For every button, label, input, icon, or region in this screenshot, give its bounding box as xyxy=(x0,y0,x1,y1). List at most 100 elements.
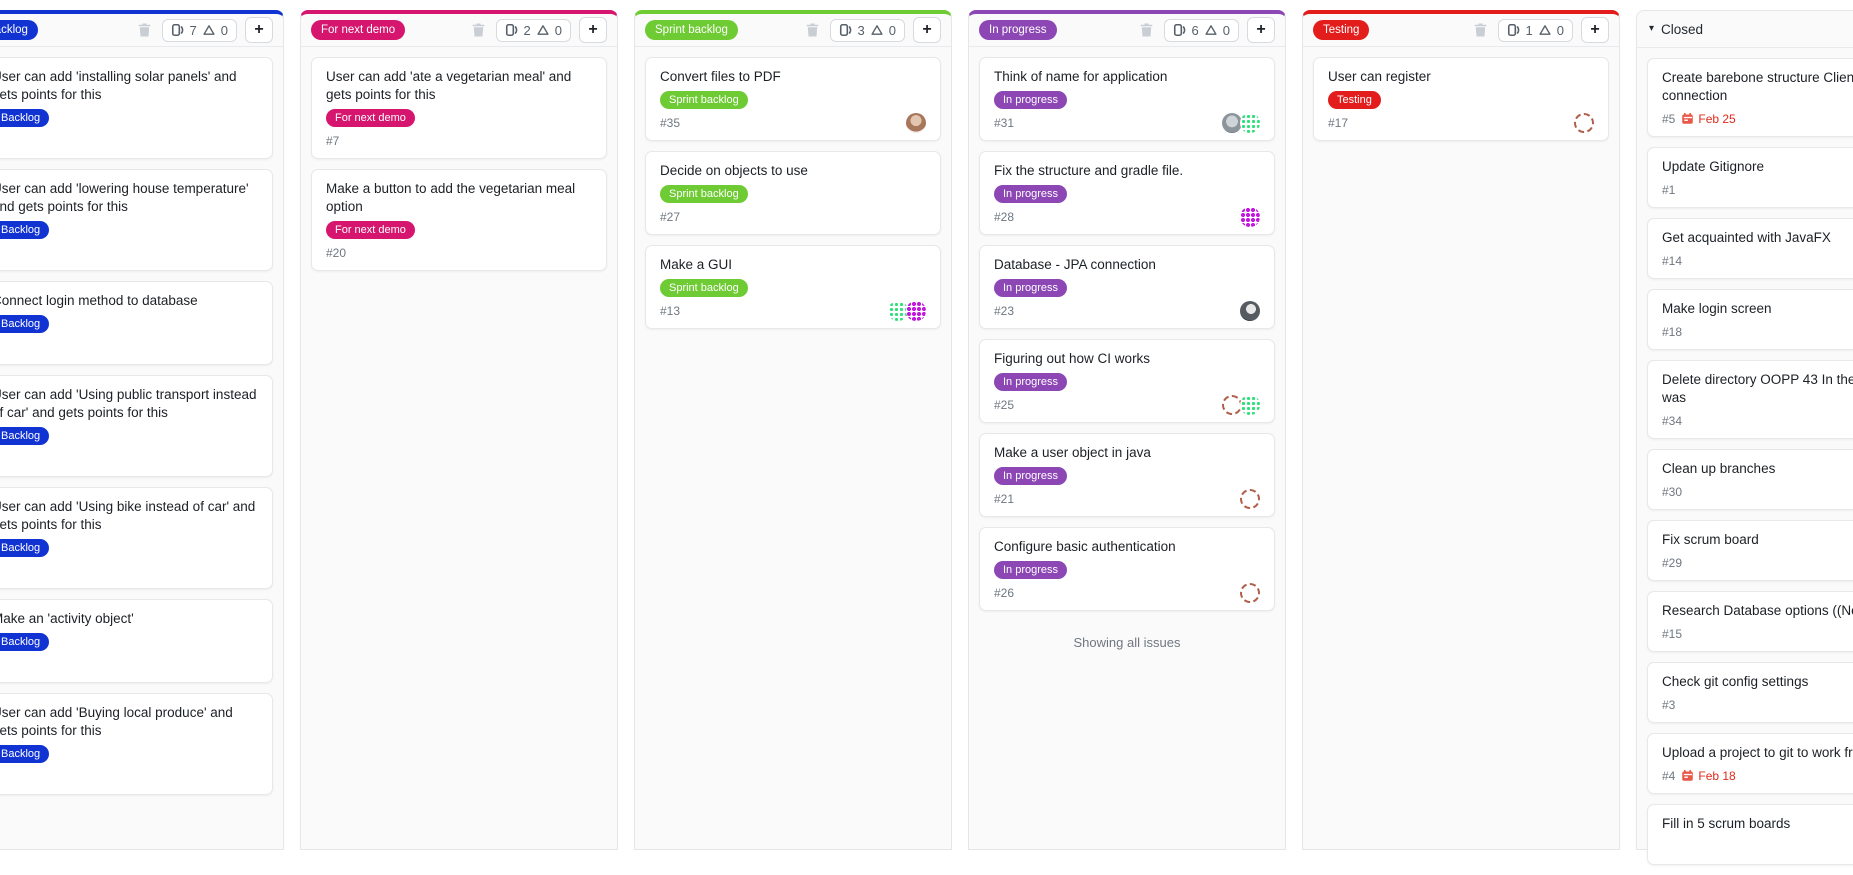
card-label-pill: Backlog xyxy=(0,745,50,763)
card-title: Get acquainted with JavaFX xyxy=(1662,230,1831,245)
issue-card[interactable]: Make a user object in java In progress #… xyxy=(979,433,1275,517)
issue-card[interactable]: Fill in 5 scrum boards xyxy=(1647,804,1853,865)
issue-card[interactable]: Create barebone structure Client-Server … xyxy=(1647,58,1853,137)
column-label-pill: For next demo xyxy=(311,20,406,40)
issue-card[interactable]: Make login screen #18 xyxy=(1647,289,1853,350)
issue-card[interactable]: Make an 'activity object' Backlog xyxy=(0,599,273,683)
card-meta-row xyxy=(0,133,258,148)
issue-card[interactable]: User can add 'installing solar panels' a… xyxy=(0,57,273,159)
card-title: Decide on objects to use xyxy=(660,163,808,178)
issue-card[interactable]: Fix scrum board #29 xyxy=(1647,520,1853,581)
card-label-row: Backlog xyxy=(0,744,258,763)
issue-card[interactable]: Fix the structure and gradle file. In pr… xyxy=(979,151,1275,235)
card-title: Fill in 5 scrum boards xyxy=(1662,816,1791,831)
cards-count-icon xyxy=(505,23,519,37)
card-number: #5 xyxy=(1662,111,1676,126)
card-label-pill: In progress xyxy=(994,91,1068,109)
issue-card[interactable]: User can add 'Using public transport ins… xyxy=(0,375,273,477)
card-meta-row xyxy=(0,245,258,260)
column-trash-button[interactable] xyxy=(803,20,822,40)
card-list: Create barebone structure Client-Server … xyxy=(1637,48,1853,875)
avatar-photo-gray xyxy=(1222,112,1242,133)
column-trash-button[interactable] xyxy=(1471,20,1490,40)
issue-card[interactable]: User can add 'Using bike instead of car'… xyxy=(0,487,273,589)
closed-column-header[interactable]: ▾ Closed xyxy=(1637,11,1853,48)
issue-card[interactable]: User can register Testing #17 xyxy=(1313,57,1609,141)
card-label-pill: Testing xyxy=(1328,91,1381,109)
issue-card[interactable]: Update Gitignore #1 xyxy=(1647,147,1853,208)
card-label-row: In progress xyxy=(994,90,1260,109)
card-title: Make a GUI xyxy=(660,257,733,272)
issue-card[interactable]: Upload a project to git to work from #4 … xyxy=(1647,733,1853,794)
avatar-identicon-red xyxy=(1574,112,1594,133)
issue-card[interactable]: Configure basic authentication In progre… xyxy=(979,527,1275,611)
card-meta-row: #29 xyxy=(1662,555,1853,570)
card-label-row: In progress xyxy=(994,560,1260,579)
card-label-row: Backlog xyxy=(0,108,258,127)
column-label-pill: Testing xyxy=(1313,20,1370,40)
card-list: User can add 'ate a vegetarian meal' and… xyxy=(301,47,617,281)
add-card-button[interactable]: + xyxy=(245,17,273,43)
card-meta-row: #7 xyxy=(326,133,592,148)
issue-card[interactable]: Check git config settings #3 xyxy=(1647,662,1853,723)
avatar-identicon-green xyxy=(1240,394,1260,415)
alerts-count-icon xyxy=(870,23,884,37)
kanban-board: Backlog 7 xyxy=(0,10,1853,865)
issue-card[interactable]: Connect login method to database Backlog xyxy=(0,281,273,365)
issue-card[interactable]: User can add 'lowering house temperature… xyxy=(0,169,273,271)
card-number: #17 xyxy=(1328,115,1349,130)
card-title: Make login screen xyxy=(1662,301,1772,316)
avatar-identicon-red xyxy=(1240,582,1260,603)
column-header: For next demo 2 xyxy=(301,14,617,47)
issue-card[interactable]: Make a GUI Sprint backlog #13 xyxy=(645,245,941,329)
issue-card[interactable]: Get acquainted with JavaFX #14 xyxy=(1647,218,1853,279)
card-label-row: Backlog xyxy=(0,314,258,333)
issue-card[interactable]: User can add 'Buying local produce' and … xyxy=(0,693,273,795)
card-label-pill: Backlog xyxy=(0,539,50,557)
issue-card[interactable]: Convert files to PDF Sprint backlog #35 xyxy=(645,57,941,141)
card-title: Create barebone structure Client-Server … xyxy=(1662,70,1853,103)
issue-card[interactable]: Database - JPA connection In progress #2… xyxy=(979,245,1275,329)
card-avatars xyxy=(1222,394,1260,415)
card-list: User can register Testing #17 xyxy=(1303,47,1619,151)
card-title: User can add 'ate a vegetarian meal' and… xyxy=(326,69,572,102)
add-card-button[interactable]: + xyxy=(1247,17,1275,43)
issue-card[interactable]: Figuring out how CI works In progress #2… xyxy=(979,339,1275,423)
avatar-identicon-green xyxy=(1240,112,1260,133)
column-label-pill: Sprint backlog xyxy=(645,20,738,40)
card-title: Fix the structure and gradle file. xyxy=(994,163,1184,178)
card-avatars xyxy=(1240,582,1260,603)
card-title: Configure basic authentication xyxy=(994,539,1176,554)
issue-card[interactable]: Decide on objects to use Sprint backlog … xyxy=(645,151,941,235)
card-title: User can add 'Using bike instead of car'… xyxy=(0,499,256,532)
card-number: #35 xyxy=(660,115,681,130)
column-trash-button[interactable] xyxy=(469,20,488,40)
card-label-pill: In progress xyxy=(994,561,1068,579)
issue-card[interactable]: Make a button to add the vegetarian meal… xyxy=(311,169,607,271)
add-card-button[interactable]: + xyxy=(1581,17,1609,43)
trash-icon xyxy=(1139,23,1154,41)
add-card-button[interactable]: + xyxy=(913,17,941,43)
card-label-row: Backlog xyxy=(0,538,258,557)
card-title: Database - JPA connection xyxy=(994,257,1156,272)
card-meta-row xyxy=(0,657,258,672)
cards-count: 3 xyxy=(857,22,865,38)
cards-count-icon xyxy=(839,23,853,37)
issue-card[interactable]: Delete directory OOPP 43 In the beginnin… xyxy=(1647,360,1853,439)
add-card-button[interactable]: + xyxy=(579,17,607,43)
card-meta-row: #3 xyxy=(1662,697,1853,712)
issue-card[interactable]: Research Database options ((No)SQL?) #15 xyxy=(1647,591,1853,652)
card-label-pill: Backlog xyxy=(0,633,50,651)
issue-card[interactable]: User can add 'ate a vegetarian meal' and… xyxy=(311,57,607,159)
card-number: #14 xyxy=(1662,253,1683,268)
card-label-pill: Backlog xyxy=(0,109,50,127)
issue-card[interactable]: Clean up branches #30 xyxy=(1647,449,1853,510)
issue-card[interactable]: Think of name for application In progres… xyxy=(979,57,1275,141)
card-title: User can add 'Using public transport ins… xyxy=(0,387,257,420)
column-trash-button[interactable] xyxy=(135,20,154,40)
column-trash-button[interactable] xyxy=(1137,20,1156,40)
card-label-row: Backlog xyxy=(0,220,258,239)
trash-icon xyxy=(137,23,152,41)
avatar-identicon-red xyxy=(1240,488,1260,509)
trash-icon xyxy=(805,23,820,41)
